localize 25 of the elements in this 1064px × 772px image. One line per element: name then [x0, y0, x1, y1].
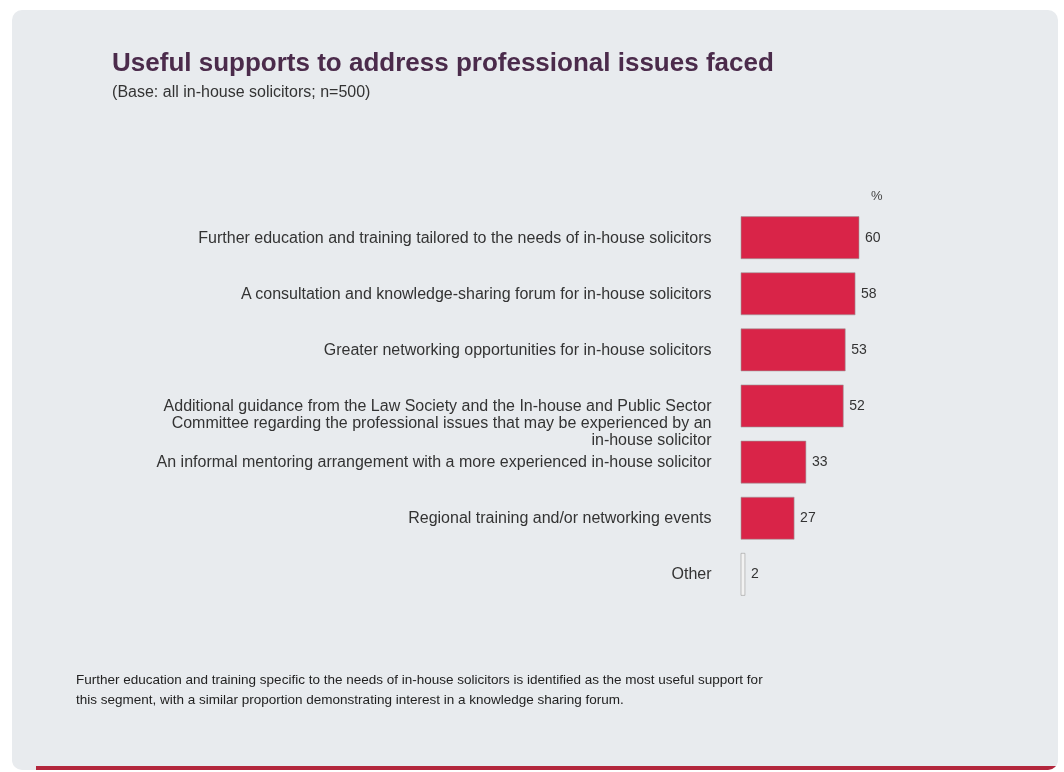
- bar: [740, 216, 860, 259]
- data-label: 53: [851, 340, 868, 357]
- y-tick-label: Regional training and/or networking events: [408, 509, 712, 527]
- data-label: 52: [849, 397, 866, 413]
- y-tick-label: Other: [671, 565, 713, 583]
- data-label: 33: [811, 453, 828, 470]
- data-label: 58: [861, 284, 877, 301]
- bar: [740, 496, 795, 540]
- y-tick-label: Additional guidance from the Law Society and the In-house and Public Sector Committee regarding the professional issues that may be experienced by an in-house solicitor: [163, 397, 713, 448]
- bar: [740, 384, 844, 428]
- y-tick-label: Greater networking opportunities for in-house solicitors: [323, 340, 712, 358]
- y-tick-label: A consultation and knowledge-sharing forum for in-house solicitors: [241, 284, 712, 302]
- text: Further education and training specific to the needs of in-house solicitors is identified as the most useful support for this segment, with a similar proportion demonstrating interest in a knowledge sharing forum.: [76, 671, 764, 709]
- data-label: 60: [865, 228, 881, 245]
- bar: [740, 553, 746, 596]
- bar: [740, 440, 807, 484]
- y-tick-label: An informal mentoring arrangement with a more experienced in-house solicitor: [156, 453, 713, 471]
- bar: [740, 272, 856, 316]
- bar: [740, 328, 846, 372]
- x-axis-title: %: [871, 188, 883, 203]
- text: Useful supports to address professional issues faced: [112, 47, 774, 77]
- data-label: 27: [800, 509, 816, 526]
- data-label: 2: [750, 565, 759, 582]
- text: (Base: all in-house solicitors; n=500): [112, 83, 371, 100]
- y-tick-label: Further education and training tailored to the needs of in-house solicitors: [198, 228, 712, 246]
